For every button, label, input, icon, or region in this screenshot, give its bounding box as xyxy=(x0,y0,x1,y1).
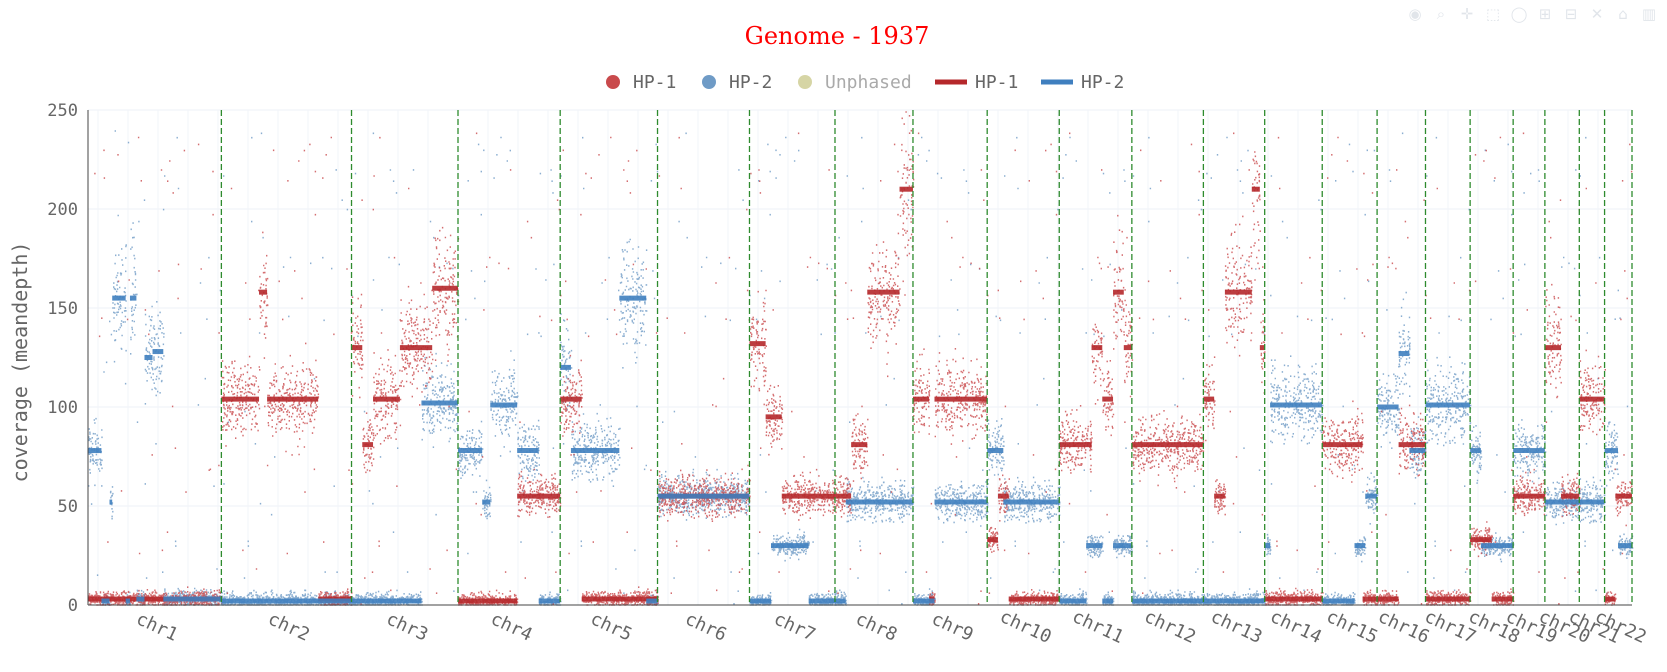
points-hp2-chr21 xyxy=(1579,136,1606,592)
points-hp2-chr13 xyxy=(1203,136,1266,606)
x-tick-label-chr16: chr16 xyxy=(1375,606,1433,648)
points-hp2-chr19 xyxy=(1513,169,1547,533)
y-axis-label: coverage (meandepth) xyxy=(8,242,32,483)
points-hp1-chr15 xyxy=(1322,136,1379,606)
y-tick-label: 50 xyxy=(58,497,78,517)
points-hp1-chr5 xyxy=(560,136,659,606)
legend-label: HP-2 xyxy=(729,72,772,93)
x-tick-label-chr1: chr1 xyxy=(133,608,181,645)
points-hp1-chr12 xyxy=(1132,143,1205,594)
legend-item-2[interactable]: HP-2 xyxy=(702,72,772,93)
legend-line xyxy=(935,79,967,85)
pan-icon[interactable]: ✛ xyxy=(1460,5,1474,23)
points-hp1-chr13 xyxy=(1203,132,1266,592)
legend-label: HP-2 xyxy=(1081,72,1124,93)
legend-item-1[interactable]: HP-1 xyxy=(606,72,676,93)
box-select-icon[interactable]: ⬚ xyxy=(1485,5,1501,23)
y-tick-label: 150 xyxy=(47,299,78,319)
legend-item-3[interactable]: Unphased xyxy=(798,72,912,93)
legend-item-4[interactable]: HP-1 xyxy=(935,72,1018,93)
legend-item-5[interactable]: HP-2 xyxy=(1041,72,1124,93)
legend-label: Unphased xyxy=(825,72,912,93)
points-hp1-chr20 xyxy=(1544,199,1581,605)
x-tick-label-chr15: chr15 xyxy=(1323,606,1381,648)
points-hp1-chr9 xyxy=(913,132,989,606)
x-tick-label-chr11: chr11 xyxy=(1069,606,1127,648)
points-hp2-chr1 xyxy=(88,130,223,606)
points-hp1-chr7 xyxy=(749,132,837,592)
legend-marker xyxy=(702,75,716,89)
x-tick-label-chr12: chr12 xyxy=(1141,606,1199,648)
points-hp2-chr11 xyxy=(1059,136,1134,606)
camera-icon[interactable]: ◉ xyxy=(1408,5,1422,23)
points-hp2-chr17 xyxy=(1425,136,1472,592)
points-hp2-chr5 xyxy=(560,136,659,606)
legend-marker xyxy=(798,75,812,89)
x-tick-label-chr6: chr6 xyxy=(682,608,730,645)
points-hp2-chr4 xyxy=(458,136,562,606)
plot-grid xyxy=(88,109,1632,606)
points-hp2-chr15 xyxy=(1322,143,1379,606)
modebar: ◉ ⌕ ✛ ⬚ ◯ ⊞ ⊟ ✕ ⌂ ▥ xyxy=(1405,4,1659,24)
legend-marker xyxy=(606,75,620,89)
zoom-out-icon[interactable]: ⊟ xyxy=(1564,5,1578,23)
points-hp1-chr22 xyxy=(1604,143,1633,606)
x-tick-label-chr4: chr4 xyxy=(487,608,535,645)
autoscale-icon[interactable]: ✕ xyxy=(1590,5,1604,23)
points-hp2-chr20 xyxy=(1545,169,1581,592)
plotly-logo-icon[interactable]: ▥ xyxy=(1641,5,1657,23)
points-hp2-chr8 xyxy=(835,136,915,606)
x-tick-label-chr7: chr7 xyxy=(770,608,818,645)
points-hp2-chr12 xyxy=(1132,136,1205,606)
points-hp2-chr14 xyxy=(1264,175,1324,605)
x-tick-label-chr8: chr8 xyxy=(852,608,900,645)
x-tick-label-chr3: chr3 xyxy=(383,608,431,645)
x-tick-label-chr14: chr14 xyxy=(1267,606,1325,648)
y-tick-label: 250 xyxy=(47,101,78,121)
y-tick-label: 0 xyxy=(68,596,78,616)
x-tick-label-chr2: chr2 xyxy=(265,608,313,645)
x-tick-label-chr9: chr9 xyxy=(928,608,976,645)
x-tick-label-chr5: chr5 xyxy=(587,608,635,645)
chromosome-boundaries xyxy=(220,110,1633,605)
reset-axes-icon[interactable]: ⌂ xyxy=(1618,5,1628,23)
chart-title: Genome - 1937 xyxy=(745,22,930,50)
points-hp2-chr6 xyxy=(657,132,751,605)
points-hp2-chr7 xyxy=(749,136,837,606)
points-hp1-chr17 xyxy=(1425,187,1472,606)
legend: HP-1 HP-2 Unphased HP-1 HP-2 xyxy=(606,72,1124,93)
points-hp2-chr9 xyxy=(913,136,989,606)
points-hp1-chr21 xyxy=(1579,187,1606,570)
legend-line xyxy=(1041,79,1073,85)
x-tick-label-chr10: chr10 xyxy=(997,606,1055,648)
points-hp1-chr11 xyxy=(1059,132,1134,592)
segment-lines xyxy=(88,186,1632,604)
lasso-select-icon[interactable]: ◯ xyxy=(1510,5,1528,23)
points-hp1-chr1 xyxy=(88,136,223,606)
y-tick-label: 200 xyxy=(47,200,78,220)
y-tick-label: 100 xyxy=(47,398,78,418)
points-hp1-chr2 xyxy=(221,136,353,606)
scatter-points xyxy=(88,111,1634,606)
x-tick-label-chr22: chr22 xyxy=(1592,606,1650,648)
x-tick-label-chr13: chr13 xyxy=(1207,606,1265,648)
zoom-in-icon[interactable]: ⊞ xyxy=(1538,5,1552,23)
zoom-icon[interactable]: ⌕ xyxy=(1436,5,1446,23)
legend-label: HP-1 xyxy=(633,72,676,93)
legend-label: HP-1 xyxy=(975,72,1018,93)
points-hp1-chr6 xyxy=(657,136,751,594)
